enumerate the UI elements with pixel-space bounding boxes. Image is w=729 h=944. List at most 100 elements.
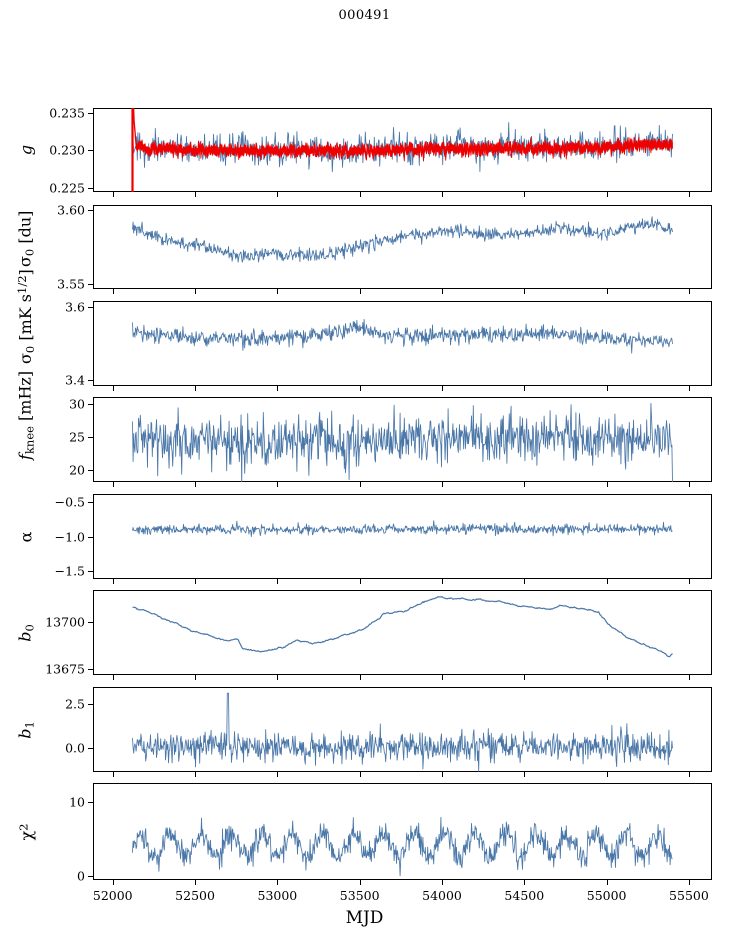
x-tick-mark — [195, 482, 197, 487]
y-tick-mark — [88, 748, 93, 750]
x-tick-mark — [195, 386, 197, 391]
x-tick-mark — [112, 675, 114, 680]
panel-plot-area — [132, 402, 673, 482]
x-tick-mark — [112, 772, 114, 777]
x-tick-mark — [359, 386, 361, 391]
x-tick-label: 53500 — [339, 888, 380, 903]
x-tick-mark — [442, 772, 444, 777]
x-tick-mark — [359, 880, 361, 885]
x-tick-mark — [688, 880, 691, 885]
x-tick-mark — [277, 289, 279, 294]
panel-frame — [93, 590, 712, 675]
y-tick-mark — [88, 307, 93, 309]
y-tick-label: 3.55 — [57, 276, 85, 292]
x-tick-label: 52000 — [92, 888, 133, 903]
y-tick-mark — [88, 622, 93, 624]
y-tick-label: 13700 — [45, 614, 85, 630]
x-tick-mark — [359, 772, 361, 777]
y-tick-mark — [88, 437, 93, 439]
x-tick-mark — [606, 880, 608, 885]
x-tick-mark — [195, 579, 197, 584]
y-tick-label: 10 — [69, 794, 85, 810]
x-tick-label: 52500 — [175, 888, 215, 903]
y-tick-mark — [88, 210, 93, 212]
y-axis-label-g: g — [16, 144, 36, 156]
x-tick-mark — [195, 675, 197, 680]
x-tick-mark — [524, 386, 526, 391]
x-tick-mark — [524, 880, 526, 885]
x-tick-mark — [359, 579, 361, 584]
y-tick-mark — [88, 283, 93, 285]
y-tick-mark — [88, 404, 93, 406]
x-tick-label: 55000 — [586, 888, 627, 903]
y-tick-label: −1.5 — [54, 563, 85, 579]
x-tick-mark — [359, 289, 361, 294]
x-tick-mark — [606, 289, 608, 294]
x-tick-mark — [195, 772, 197, 777]
panel-plot-area — [131, 108, 673, 192]
y-tick-label: 0.0 — [65, 740, 85, 756]
x-tick-mark — [688, 772, 691, 777]
y-tick-label: 0 — [77, 868, 85, 884]
x-tick-mark — [277, 386, 279, 391]
x-tick-mark — [277, 579, 279, 584]
y-axis-label-sigma-0-mk-s-1-2-: σ0 [mK s1/2] — [14, 268, 38, 364]
x-tick-mark — [524, 772, 526, 777]
panel-plot-area — [132, 520, 673, 538]
panel-plot-area — [132, 318, 673, 354]
panel-b-1 — [93, 687, 712, 772]
x-tick-mark — [606, 192, 608, 197]
x-tick-mark — [195, 289, 197, 294]
y-tick-label: 3.6 — [65, 299, 85, 315]
panel-chi-2 — [93, 783, 712, 880]
x-tick-mark — [524, 289, 526, 294]
y-tick-label: 30 — [69, 396, 85, 412]
y-tick-label: 13675 — [45, 661, 85, 677]
y-tick-label: 0.225 — [49, 180, 85, 196]
y-axis-label-alpha: α — [16, 531, 36, 542]
x-tick-mark — [277, 482, 279, 487]
x-tick-mark — [606, 579, 608, 584]
y-tick-label: 3.60 — [57, 202, 85, 218]
y-tick-label: 20 — [69, 462, 85, 478]
x-tick-mark — [688, 482, 691, 487]
panel-frame — [93, 301, 712, 386]
series-chi2 — [132, 816, 673, 877]
x-tick-mark — [688, 675, 691, 680]
series-b0 — [132, 596, 673, 658]
y-tick-label: 2.5 — [65, 696, 85, 712]
y-tick-label: 3.4 — [65, 372, 85, 388]
x-tick-mark — [195, 880, 197, 885]
y-axis-label-b-1: b1 — [15, 720, 37, 739]
x-tick-mark — [606, 772, 608, 777]
x-tick-mark — [524, 482, 526, 487]
y-tick-label: 0.230 — [49, 142, 85, 158]
x-tick-mark — [277, 880, 279, 885]
x-tick-mark — [442, 482, 444, 487]
panel-plot-area — [132, 692, 673, 772]
x-tick-mark — [524, 192, 526, 197]
x-tick-mark — [112, 289, 114, 294]
x-tick-mark — [442, 386, 444, 391]
x-tick-mark — [359, 192, 361, 197]
y-tick-mark — [88, 502, 93, 504]
x-tick-mark — [112, 880, 114, 885]
series-f-knee — [132, 402, 673, 482]
x-tick-mark — [688, 579, 691, 584]
x-tick-mark — [359, 482, 361, 487]
x-tick-mark — [688, 386, 691, 391]
panel-alpha — [93, 494, 712, 579]
x-tick-mark — [277, 675, 279, 680]
y-tick-mark — [88, 470, 93, 472]
y-axis-label-chi-2: χ2 — [16, 822, 36, 841]
series-alpha — [132, 520, 673, 538]
y-axis-label-b-0: b0 — [15, 623, 37, 642]
x-tick-mark — [359, 675, 361, 680]
y-tick-mark — [88, 379, 93, 381]
y-tick-mark — [88, 668, 93, 670]
x-tick-mark — [277, 772, 279, 777]
x-tick-mark — [195, 192, 197, 197]
x-tick-mark — [112, 579, 114, 584]
panel-plot-area — [132, 216, 673, 263]
x-tick-label: 55500 — [669, 888, 709, 903]
